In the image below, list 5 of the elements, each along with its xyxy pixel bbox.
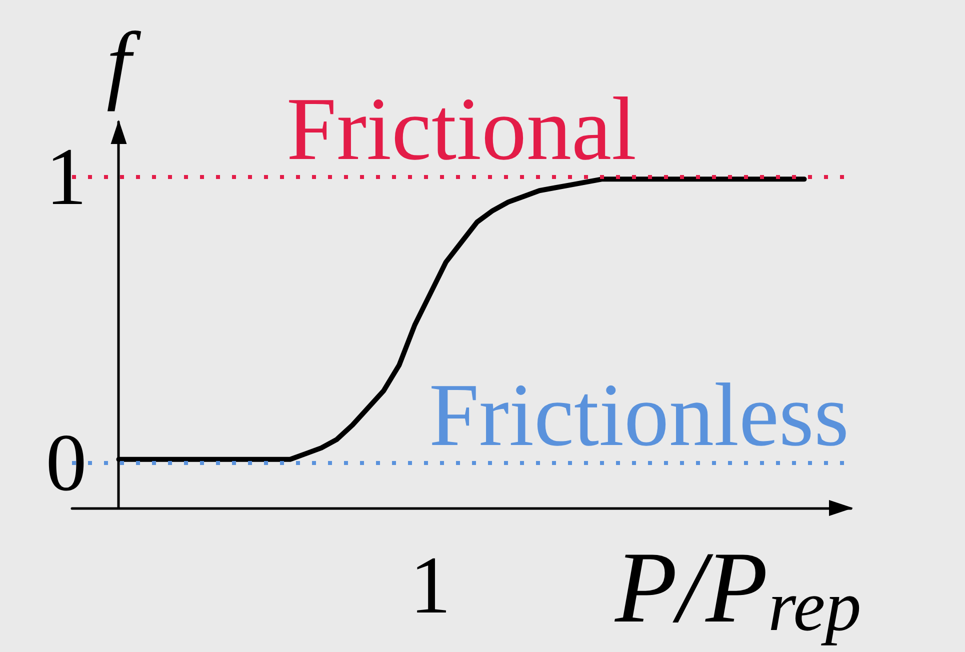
ref-line-label: Frictional <box>286 80 636 179</box>
y-axis-title: f <box>106 16 142 112</box>
y-tick-label: 0 <box>46 416 87 508</box>
x-axis-title: P/Prep <box>614 532 862 646</box>
ref-line-label: Frictionless <box>429 366 849 465</box>
